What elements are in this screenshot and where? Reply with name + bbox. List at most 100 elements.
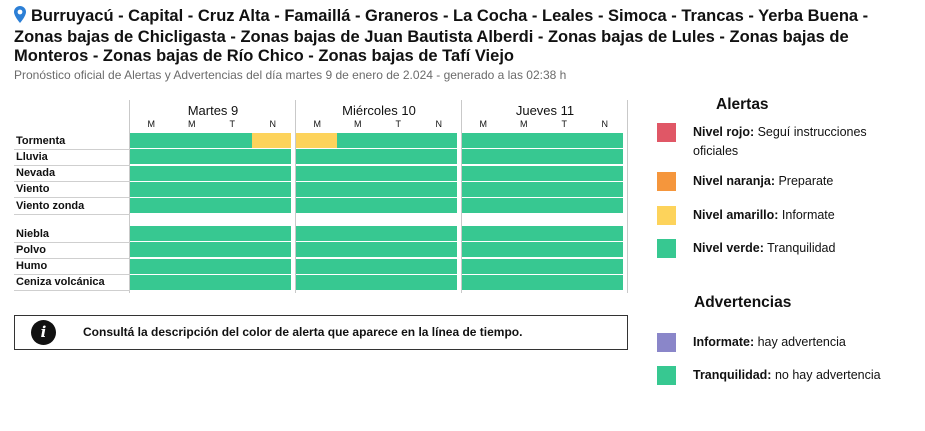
alert-level-cell[interactable] xyxy=(296,133,337,148)
alert-level-cell[interactable] xyxy=(211,181,252,197)
alert-level-cell[interactable] xyxy=(583,165,623,181)
alert-level-cell[interactable] xyxy=(170,242,211,258)
alert-level-cell[interactable] xyxy=(377,226,418,241)
alert-level-cell[interactable] xyxy=(583,181,623,197)
alert-level-cell[interactable] xyxy=(296,165,337,181)
alert-level-cell[interactable] xyxy=(502,198,543,214)
alert-level-cell[interactable] xyxy=(130,274,171,290)
alert-level-cell[interactable] xyxy=(336,198,377,214)
alert-level-cell[interactable] xyxy=(170,149,211,165)
alert-level-cell[interactable] xyxy=(543,165,584,181)
alert-level-cell[interactable] xyxy=(336,274,377,290)
alert-level-cell[interactable] xyxy=(502,258,543,274)
alert-level-cell[interactable] xyxy=(502,133,543,148)
alert-level-cell[interactable] xyxy=(502,165,543,181)
alert-level-cell[interactable] xyxy=(251,165,291,181)
alert-level-cell[interactable] xyxy=(377,274,418,290)
alert-level-cell[interactable] xyxy=(130,258,171,274)
alert-level-cell[interactable] xyxy=(336,149,377,165)
alert-level-cell[interactable] xyxy=(502,274,543,290)
alert-level-cell[interactable] xyxy=(583,198,623,214)
alert-level-cell[interactable] xyxy=(336,165,377,181)
alert-level-cell[interactable] xyxy=(296,274,337,290)
alert-level-cell[interactable] xyxy=(130,242,171,258)
alert-level-cell[interactable] xyxy=(336,181,377,197)
alert-level-cell[interactable] xyxy=(170,274,211,290)
alert-level-cell[interactable] xyxy=(462,242,503,258)
alert-level-cell[interactable] xyxy=(251,274,291,290)
alert-level-cell[interactable] xyxy=(543,274,584,290)
alert-level-cell[interactable] xyxy=(170,198,211,214)
alert-level-cell[interactable] xyxy=(130,226,171,241)
alert-level-cell[interactable] xyxy=(417,181,457,197)
alert-level-cell[interactable] xyxy=(170,133,211,148)
alert-level-cell[interactable] xyxy=(170,226,211,241)
alert-level-cell[interactable] xyxy=(462,181,503,197)
alert-level-cell[interactable] xyxy=(502,181,543,197)
alert-level-cell[interactable] xyxy=(296,181,337,197)
alert-level-cell[interactable] xyxy=(251,242,291,258)
alert-level-cell[interactable] xyxy=(502,242,543,258)
alert-level-cell[interactable] xyxy=(583,149,623,165)
alert-level-cell[interactable] xyxy=(130,149,171,165)
alert-level-cell[interactable] xyxy=(417,165,457,181)
alert-level-cell[interactable] xyxy=(543,133,584,148)
alert-level-cell[interactable] xyxy=(543,226,584,241)
alert-level-cell[interactable] xyxy=(543,181,584,197)
alert-level-cell[interactable] xyxy=(377,198,418,214)
alert-level-cell[interactable] xyxy=(462,274,503,290)
alert-level-cell[interactable] xyxy=(251,133,291,148)
alert-level-cell[interactable] xyxy=(502,226,543,241)
alert-level-cell[interactable] xyxy=(417,198,457,214)
alert-level-cell[interactable] xyxy=(417,133,457,148)
alert-level-cell[interactable] xyxy=(543,198,584,214)
alert-level-cell[interactable] xyxy=(251,181,291,197)
alert-level-cell[interactable] xyxy=(211,242,252,258)
alert-level-cell[interactable] xyxy=(377,242,418,258)
alert-level-cell[interactable] xyxy=(296,258,337,274)
alert-level-cell[interactable] xyxy=(377,165,418,181)
alert-level-cell[interactable] xyxy=(417,258,457,274)
alert-level-cell[interactable] xyxy=(251,226,291,241)
alert-level-cell[interactable] xyxy=(543,258,584,274)
alert-level-cell[interactable] xyxy=(417,149,457,165)
alert-level-cell[interactable] xyxy=(130,181,171,197)
alert-level-cell[interactable] xyxy=(583,274,623,290)
alert-level-cell[interactable] xyxy=(462,258,503,274)
alert-level-cell[interactable] xyxy=(462,149,503,165)
alert-level-cell[interactable] xyxy=(170,258,211,274)
alert-level-cell[interactable] xyxy=(130,133,171,148)
alert-level-cell[interactable] xyxy=(417,242,457,258)
alert-level-cell[interactable] xyxy=(211,226,252,241)
alert-level-cell[interactable] xyxy=(336,133,377,148)
alert-level-cell[interactable] xyxy=(462,165,503,181)
alert-level-cell[interactable] xyxy=(543,242,584,258)
alert-level-cell[interactable] xyxy=(583,242,623,258)
alert-level-cell[interactable] xyxy=(211,149,252,165)
alert-level-cell[interactable] xyxy=(170,181,211,197)
alert-level-cell[interactable] xyxy=(377,181,418,197)
alert-level-cell[interactable] xyxy=(377,133,418,148)
alert-level-cell[interactable] xyxy=(462,133,503,148)
alert-level-cell[interactable] xyxy=(377,258,418,274)
alert-level-cell[interactable] xyxy=(211,198,252,214)
alert-level-cell[interactable] xyxy=(296,226,337,241)
alert-level-cell[interactable] xyxy=(543,149,584,165)
alert-level-cell[interactable] xyxy=(251,258,291,274)
alert-level-cell[interactable] xyxy=(336,242,377,258)
alert-level-cell[interactable] xyxy=(336,226,377,241)
alert-level-cell[interactable] xyxy=(583,133,623,148)
alert-level-cell[interactable] xyxy=(417,226,457,241)
alert-level-cell[interactable] xyxy=(583,226,623,241)
alert-level-cell[interactable] xyxy=(211,258,252,274)
alert-level-cell[interactable] xyxy=(211,133,252,148)
alert-level-cell[interactable] xyxy=(296,198,337,214)
alert-level-cell[interactable] xyxy=(462,226,503,241)
alert-level-cell[interactable] xyxy=(296,242,337,258)
alert-level-cell[interactable] xyxy=(251,149,291,165)
alert-level-cell[interactable] xyxy=(502,149,543,165)
alert-level-cell[interactable] xyxy=(251,198,291,214)
alert-level-cell[interactable] xyxy=(211,165,252,181)
alert-level-cell[interactable] xyxy=(377,149,418,165)
alert-level-cell[interactable] xyxy=(583,258,623,274)
